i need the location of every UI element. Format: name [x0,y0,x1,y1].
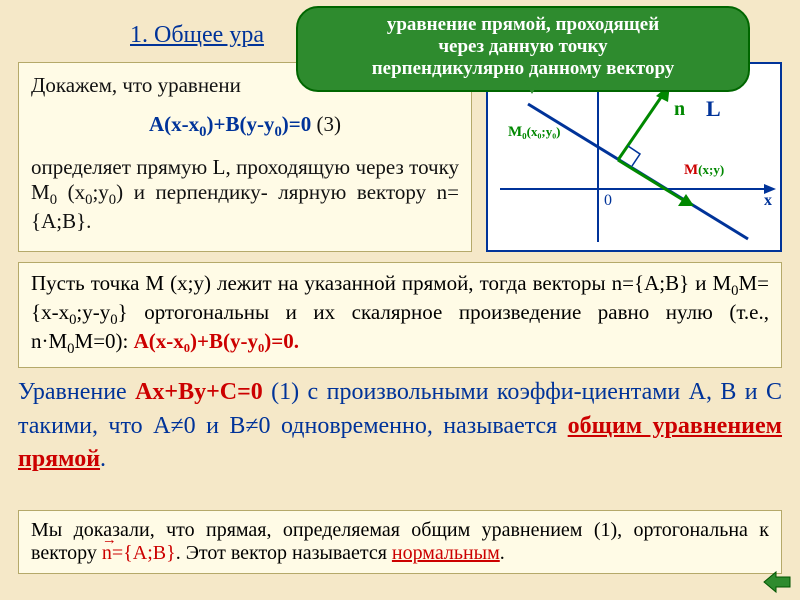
b2-t1: Пусть точка M (x;y) лежит на указанной п… [31,271,731,295]
eq3-part1: A(x-x [149,112,199,136]
proof-body: определяет прямую L, проходящую через то… [31,155,459,234]
b3-t3: . [100,446,106,472]
orthogonality-box: Пусть точка M (x;y) лежит на указанной п… [18,262,782,368]
normal-vector-box: Мы доказали, что прямая, определяемая об… [18,510,782,574]
proof-intro: Докажем, что уравнени [31,73,241,97]
axis-x-label: x [764,192,772,210]
definition-box: Уравнение Ax+By+C=0 (1) с произвольными … [18,376,782,477]
b3-t1: Уравнение [18,379,135,405]
b4-term: нормальным [392,542,500,564]
b3-eq: Ax+By+C=0 [135,379,263,405]
m0-label: M₀(x₀;y₀) [508,124,560,141]
line-l-label: L [706,96,721,122]
callout-line3: перпендикулярно данному вектору [312,58,734,80]
b2-eq: A(x-x₀)+B(y-y₀)=0. [134,329,299,353]
b4-vec: n={A;B} [102,542,176,565]
callout-line1: уравнение прямой, проходящей [312,14,734,36]
b4-t2: . Этот вектор называется [176,542,392,564]
back-arrow-icon[interactable] [762,570,792,594]
m-label: M(x;y) [684,162,724,179]
n-vector-label: n [674,98,685,121]
b2-t5: M=0): [75,329,134,353]
callout-line2: через данную точку [312,36,734,58]
eq3-part3: )=0 [282,112,311,136]
proof-p3: ;y [92,180,108,204]
page-title: 1. Общее ура [130,22,264,49]
b2-t3: ;y-y [76,300,110,324]
proof-p4: ) и перпендику- [116,180,268,204]
b4-t3: . [500,542,505,564]
callout-bubble: уравнение прямой, проходящей через данну… [296,6,750,92]
callout-tail [524,80,540,94]
eq3-number: (3) [317,112,342,136]
origin-label: 0 [604,192,612,210]
proof-p2: (x [57,180,85,204]
eq3-part2: )+B(y-y [206,112,274,136]
equation-3: A(x-x0)+B(y-y0)=0 (3) [31,112,459,141]
